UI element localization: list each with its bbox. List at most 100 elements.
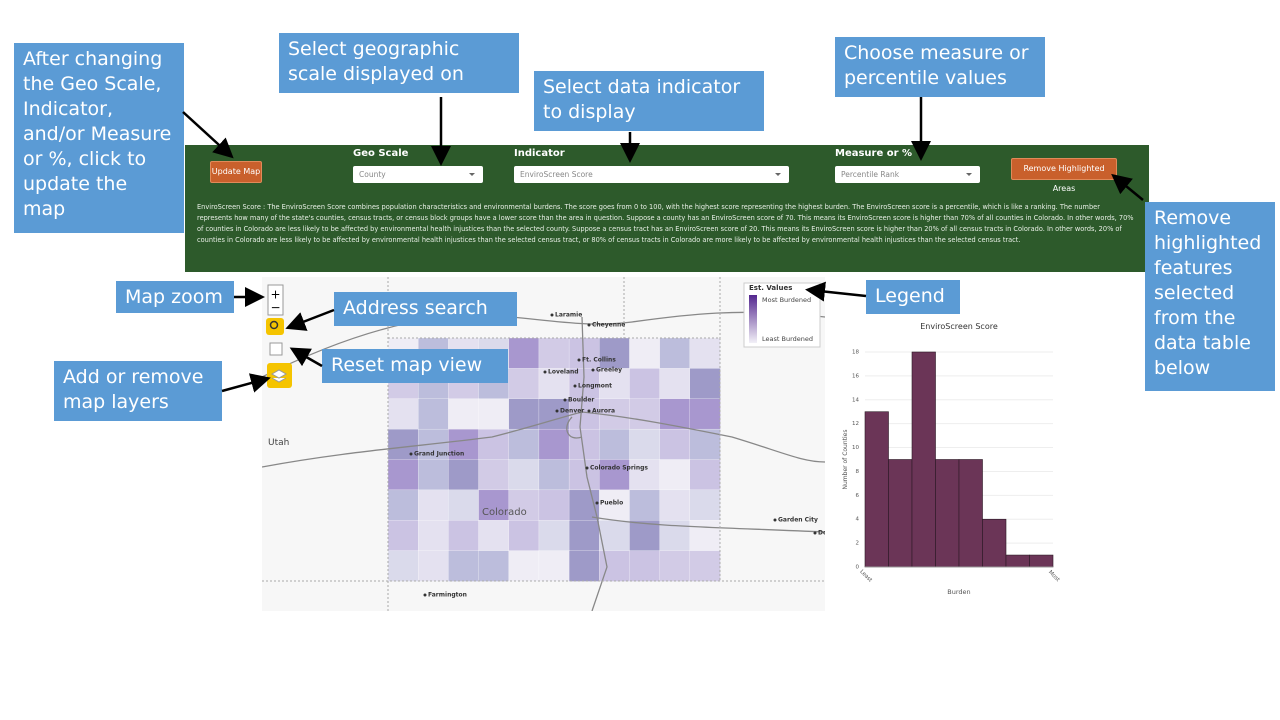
county — [448, 520, 480, 552]
county — [508, 428, 540, 461]
y-tick-label: 12 — [852, 421, 859, 427]
county — [387, 550, 419, 582]
county — [508, 520, 540, 552]
county — [538, 337, 570, 370]
place-dot — [550, 313, 554, 317]
place-label: Garden City — [778, 517, 818, 524]
county — [448, 550, 480, 582]
county — [689, 459, 721, 491]
county — [508, 337, 540, 370]
y-tick-label: 10 — [852, 445, 859, 451]
zoom-in[interactable]: + — [270, 288, 280, 302]
county — [629, 520, 661, 552]
remove-highlight-button[interactable]: Remove Highlighted Areas — [1011, 158, 1117, 193]
measure-label: Measure or % — [835, 148, 913, 159]
county — [478, 398, 510, 430]
county — [599, 520, 631, 552]
legend-title: Est. Values — [749, 284, 792, 292]
place-dot — [813, 531, 817, 535]
county — [659, 368, 691, 400]
place-dot — [543, 370, 547, 374]
county — [478, 489, 510, 521]
bar — [1029, 554, 1054, 568]
county — [538, 520, 570, 552]
county — [418, 520, 450, 552]
county — [538, 489, 570, 521]
county — [629, 489, 661, 521]
county — [659, 337, 691, 370]
county — [689, 550, 721, 582]
indicator-description: EnviroScreen Score : The EnviroScreen Sc… — [197, 203, 1134, 244]
county — [538, 368, 570, 400]
y-tick-label: 0 — [856, 565, 860, 571]
county — [659, 428, 691, 461]
roads — [262, 311, 825, 611]
map-controls: + − — [266, 284, 292, 388]
reset-view-button[interactable] — [269, 342, 283, 356]
place-dot — [423, 593, 427, 597]
county — [508, 550, 540, 582]
place-label: Ft. Collins — [582, 357, 616, 364]
geo-scale-label: Geo Scale — [353, 148, 409, 159]
county — [689, 398, 721, 430]
zoom-out[interactable]: − — [270, 301, 280, 315]
legend-low: Least Burdened — [762, 335, 813, 343]
county — [599, 459, 631, 491]
y-tick-label: 6 — [856, 493, 860, 499]
place-label: Farmington — [428, 592, 467, 599]
update-map-button[interactable]: Update Map — [210, 161, 262, 183]
county — [508, 368, 540, 400]
zoom-control — [267, 284, 284, 316]
y-tick-label: 8 — [856, 469, 860, 475]
map-legend: Est. Values Most Burdened Least Burdened — [743, 282, 821, 348]
county — [659, 459, 691, 491]
county — [568, 337, 600, 370]
county — [478, 520, 510, 552]
county — [508, 489, 540, 521]
search-icon — [269, 320, 279, 330]
place-label: Cheyenne — [592, 322, 625, 329]
y-tick-label: 4 — [856, 517, 860, 523]
place-label: Denver — [560, 408, 584, 415]
control-panel: Update Map Geo Scale County Indicator En… — [185, 145, 1149, 272]
county — [689, 337, 721, 370]
place-dot — [563, 398, 567, 402]
place-label: Greeley — [596, 367, 622, 374]
y-axis-title: Number of Counties — [842, 429, 849, 489]
annotation-callout: Reset map view — [322, 349, 508, 383]
place-label: Boulder — [568, 397, 594, 404]
county — [538, 550, 570, 582]
county — [418, 459, 450, 491]
x-end-label: Most — [1047, 570, 1061, 584]
indicator-label: Indicator — [514, 148, 565, 159]
place-dot — [595, 501, 599, 505]
place-label: Do — [818, 530, 825, 537]
chart-title: EnviroScreen Score — [920, 322, 998, 331]
county — [599, 489, 631, 521]
county — [659, 550, 691, 582]
annotation-callout: Legend — [866, 280, 960, 314]
county — [599, 337, 631, 370]
indicator-select[interactable]: EnviroScreen Score — [514, 166, 789, 183]
county — [448, 428, 480, 461]
county — [478, 550, 510, 582]
place-dot — [573, 384, 577, 388]
county — [387, 489, 419, 521]
annotation-callout: After changing the Geo Scale, Indicator,… — [14, 43, 184, 233]
geo-scale-select[interactable]: County — [353, 166, 483, 183]
layers-icon — [270, 369, 288, 383]
measure-select[interactable]: Percentile Rank — [835, 166, 980, 183]
county — [448, 489, 480, 521]
address-search-button[interactable] — [266, 318, 284, 335]
bar — [864, 411, 889, 568]
place-dot — [577, 358, 581, 362]
county — [659, 398, 691, 430]
bar — [982, 518, 1007, 568]
place-dot — [587, 323, 591, 327]
legend-ramp — [749, 295, 757, 343]
x-axis-title: Burden — [947, 588, 970, 596]
map: Laramie Cheyenne Ft. Collins Greeley Lovelan… — [262, 277, 825, 611]
place-dot — [585, 466, 589, 470]
county — [629, 398, 661, 430]
